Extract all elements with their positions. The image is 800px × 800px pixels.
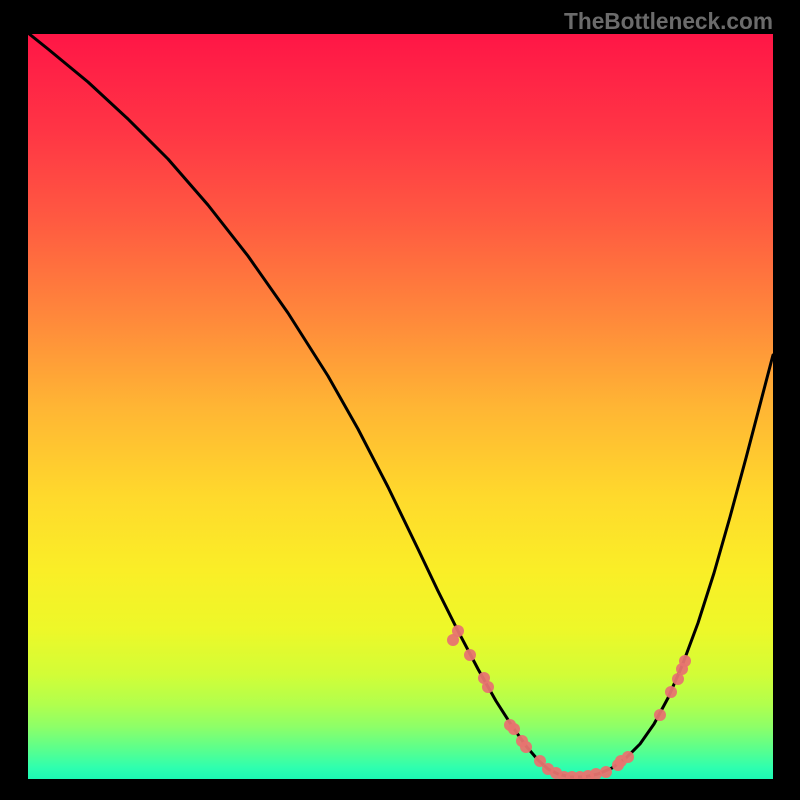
- data-point-marker: [464, 649, 476, 661]
- data-point-marker: [452, 625, 464, 637]
- data-point-marker: [520, 741, 532, 753]
- data-point-marker: [600, 766, 612, 778]
- data-point-marker: [622, 751, 634, 763]
- plot-area: [28, 34, 773, 779]
- bottleneck-curve-chart: [28, 34, 773, 779]
- data-point-marker: [508, 723, 520, 735]
- data-point-marker: [482, 681, 494, 693]
- data-point-marker: [679, 655, 691, 667]
- data-point-marker: [654, 709, 666, 721]
- data-point-marker: [665, 686, 677, 698]
- curve-path: [28, 34, 773, 777]
- watermark-text: TheBottleneck.com: [564, 8, 773, 35]
